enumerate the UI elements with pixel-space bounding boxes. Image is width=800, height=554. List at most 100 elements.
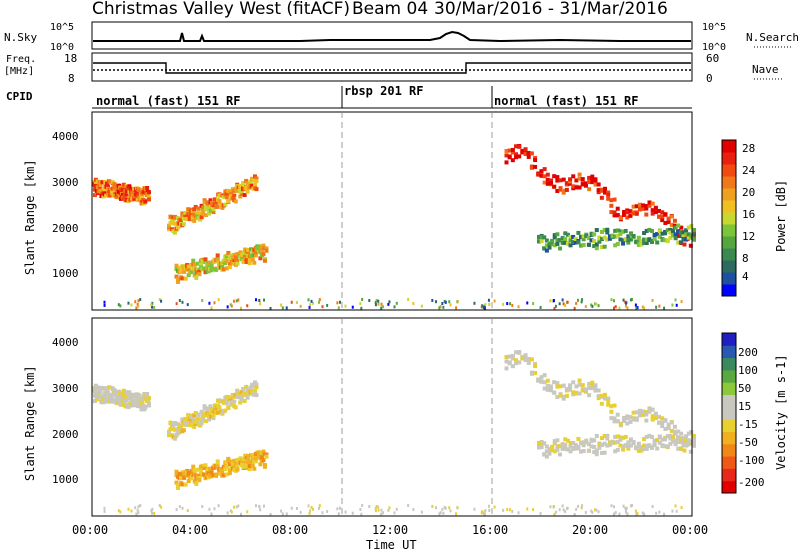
power-echo-cell xyxy=(206,269,211,274)
power-ytick-4000: 4000 xyxy=(52,130,79,143)
power-echo-cell xyxy=(689,233,694,238)
power-echo-cell xyxy=(692,232,696,237)
velocity-echo-cell xyxy=(201,472,206,477)
power-echo-cell xyxy=(137,305,140,309)
velocity-colorbar-swatch xyxy=(722,369,736,383)
vel-cbar-tick-100: 100 xyxy=(738,364,758,377)
nsky-tick-bottom: 10^0 xyxy=(50,42,74,53)
velocity-echo-cell xyxy=(542,441,547,446)
power-echo-cell xyxy=(186,207,191,212)
power-echo-cell xyxy=(181,300,184,304)
velocity-echo-cell xyxy=(628,438,633,443)
power-echo-cell xyxy=(133,192,138,197)
power-echo-cell xyxy=(184,216,189,221)
power-echo-cell xyxy=(285,306,288,310)
velocity-echo-cell xyxy=(558,508,561,512)
xtick-5: 20:00 xyxy=(572,523,608,537)
velocity-echo-cell xyxy=(269,512,272,516)
power-echo-cell xyxy=(229,303,232,307)
power-colorbar-swatch xyxy=(722,152,736,165)
power-echo-cell xyxy=(209,264,214,269)
power-echo-cell xyxy=(566,300,569,304)
velocity-echo-cell xyxy=(121,388,126,393)
power-echo-cell xyxy=(190,214,195,219)
velocity-echo-cell xyxy=(631,440,636,445)
velocity-echo-cell xyxy=(221,473,226,478)
power-echo-cell xyxy=(139,201,144,206)
velocity-echo-cell xyxy=(526,360,531,365)
velocity-echo-cell xyxy=(602,450,607,455)
velocity-echo-cell xyxy=(681,436,686,441)
velocity-echo-cell xyxy=(380,508,383,512)
power-echo-cell xyxy=(547,245,552,250)
power-echo-cell xyxy=(587,180,592,185)
velocity-echo-cell xyxy=(639,445,644,450)
power-echo-cell xyxy=(514,144,519,149)
velocity-echo-cell xyxy=(224,464,229,469)
power-echo-cell xyxy=(615,241,620,246)
power-echo-cell xyxy=(625,301,628,305)
power-echo-cell xyxy=(526,150,531,155)
power-echo-cell xyxy=(581,243,586,248)
power-echo-cell xyxy=(326,303,329,307)
power-echo-cell xyxy=(514,152,519,157)
power-echo-cell xyxy=(631,204,636,209)
velocity-echo-cell xyxy=(203,465,208,470)
power-echo-cell xyxy=(195,214,200,219)
velocity-echo-layer xyxy=(92,350,696,516)
velocity-echo-cell xyxy=(563,446,568,451)
x-axis-label: Time UT xyxy=(366,538,417,552)
velocity-echo-cell xyxy=(253,388,258,393)
velocity-echo-cell xyxy=(529,357,534,362)
velocity-echo-cell xyxy=(550,448,555,453)
power-echo-cell xyxy=(190,209,195,214)
power-echo-cell xyxy=(634,204,639,209)
velocity-echo-cell xyxy=(407,503,410,507)
velocity-echo-cell xyxy=(448,506,451,510)
power-echo-cell xyxy=(186,273,191,278)
velocity-echo-cell xyxy=(575,507,578,511)
velocity-echo-cell xyxy=(112,391,117,396)
power-colorbar-swatch xyxy=(722,164,736,177)
velocity-echo-cell xyxy=(178,505,181,509)
velocity-echo-cell xyxy=(253,459,258,464)
power-echo-cell xyxy=(339,300,342,304)
velocity-echo-cell xyxy=(212,403,217,408)
velocity-echo-cell xyxy=(626,440,631,445)
velocity-echo-cell xyxy=(634,509,637,513)
velocity-echo-cell xyxy=(147,396,151,401)
velocity-echo-cell xyxy=(247,464,252,469)
velocity-echo-cell xyxy=(675,509,678,513)
power-echo-cell xyxy=(678,230,683,235)
power-echo-cell xyxy=(198,264,203,269)
cpid-segment-3: normal (fast) 151 RF xyxy=(494,94,639,108)
power-echo-cell xyxy=(175,302,178,306)
velocity-echo-cell xyxy=(239,390,244,395)
velocity-echo-cell xyxy=(239,398,244,403)
velocity-echo-cell xyxy=(137,511,140,515)
velocity-echo-cell xyxy=(650,417,655,422)
velocity-echo-cell xyxy=(507,354,512,359)
velocity-echo-cell xyxy=(639,448,644,453)
velocity-echo-cell xyxy=(374,507,377,511)
power-echo-cell xyxy=(579,243,584,248)
velocity-echo-cell xyxy=(663,437,668,442)
power-echo-cell xyxy=(552,174,557,179)
power-echo-cell xyxy=(203,257,208,262)
power-echo-cell xyxy=(130,191,135,196)
power-echo-cell xyxy=(625,215,630,220)
velocity-echo-cell xyxy=(127,507,130,511)
velocity-echo-cell xyxy=(673,431,678,436)
power-echo-cell xyxy=(676,233,681,238)
power-echo-cell xyxy=(121,182,126,187)
power-echo-cell xyxy=(644,240,649,245)
power-echo-cell xyxy=(105,181,110,186)
power-echo-cell xyxy=(103,303,106,307)
power-echo-cell xyxy=(210,306,213,310)
velocity-echo-cell xyxy=(558,393,563,398)
velocity-echo-cell xyxy=(251,384,256,389)
velocity-echo-cell xyxy=(326,509,329,513)
velocity-echo-cell xyxy=(635,512,638,516)
velocity-echo-cell xyxy=(555,384,560,389)
